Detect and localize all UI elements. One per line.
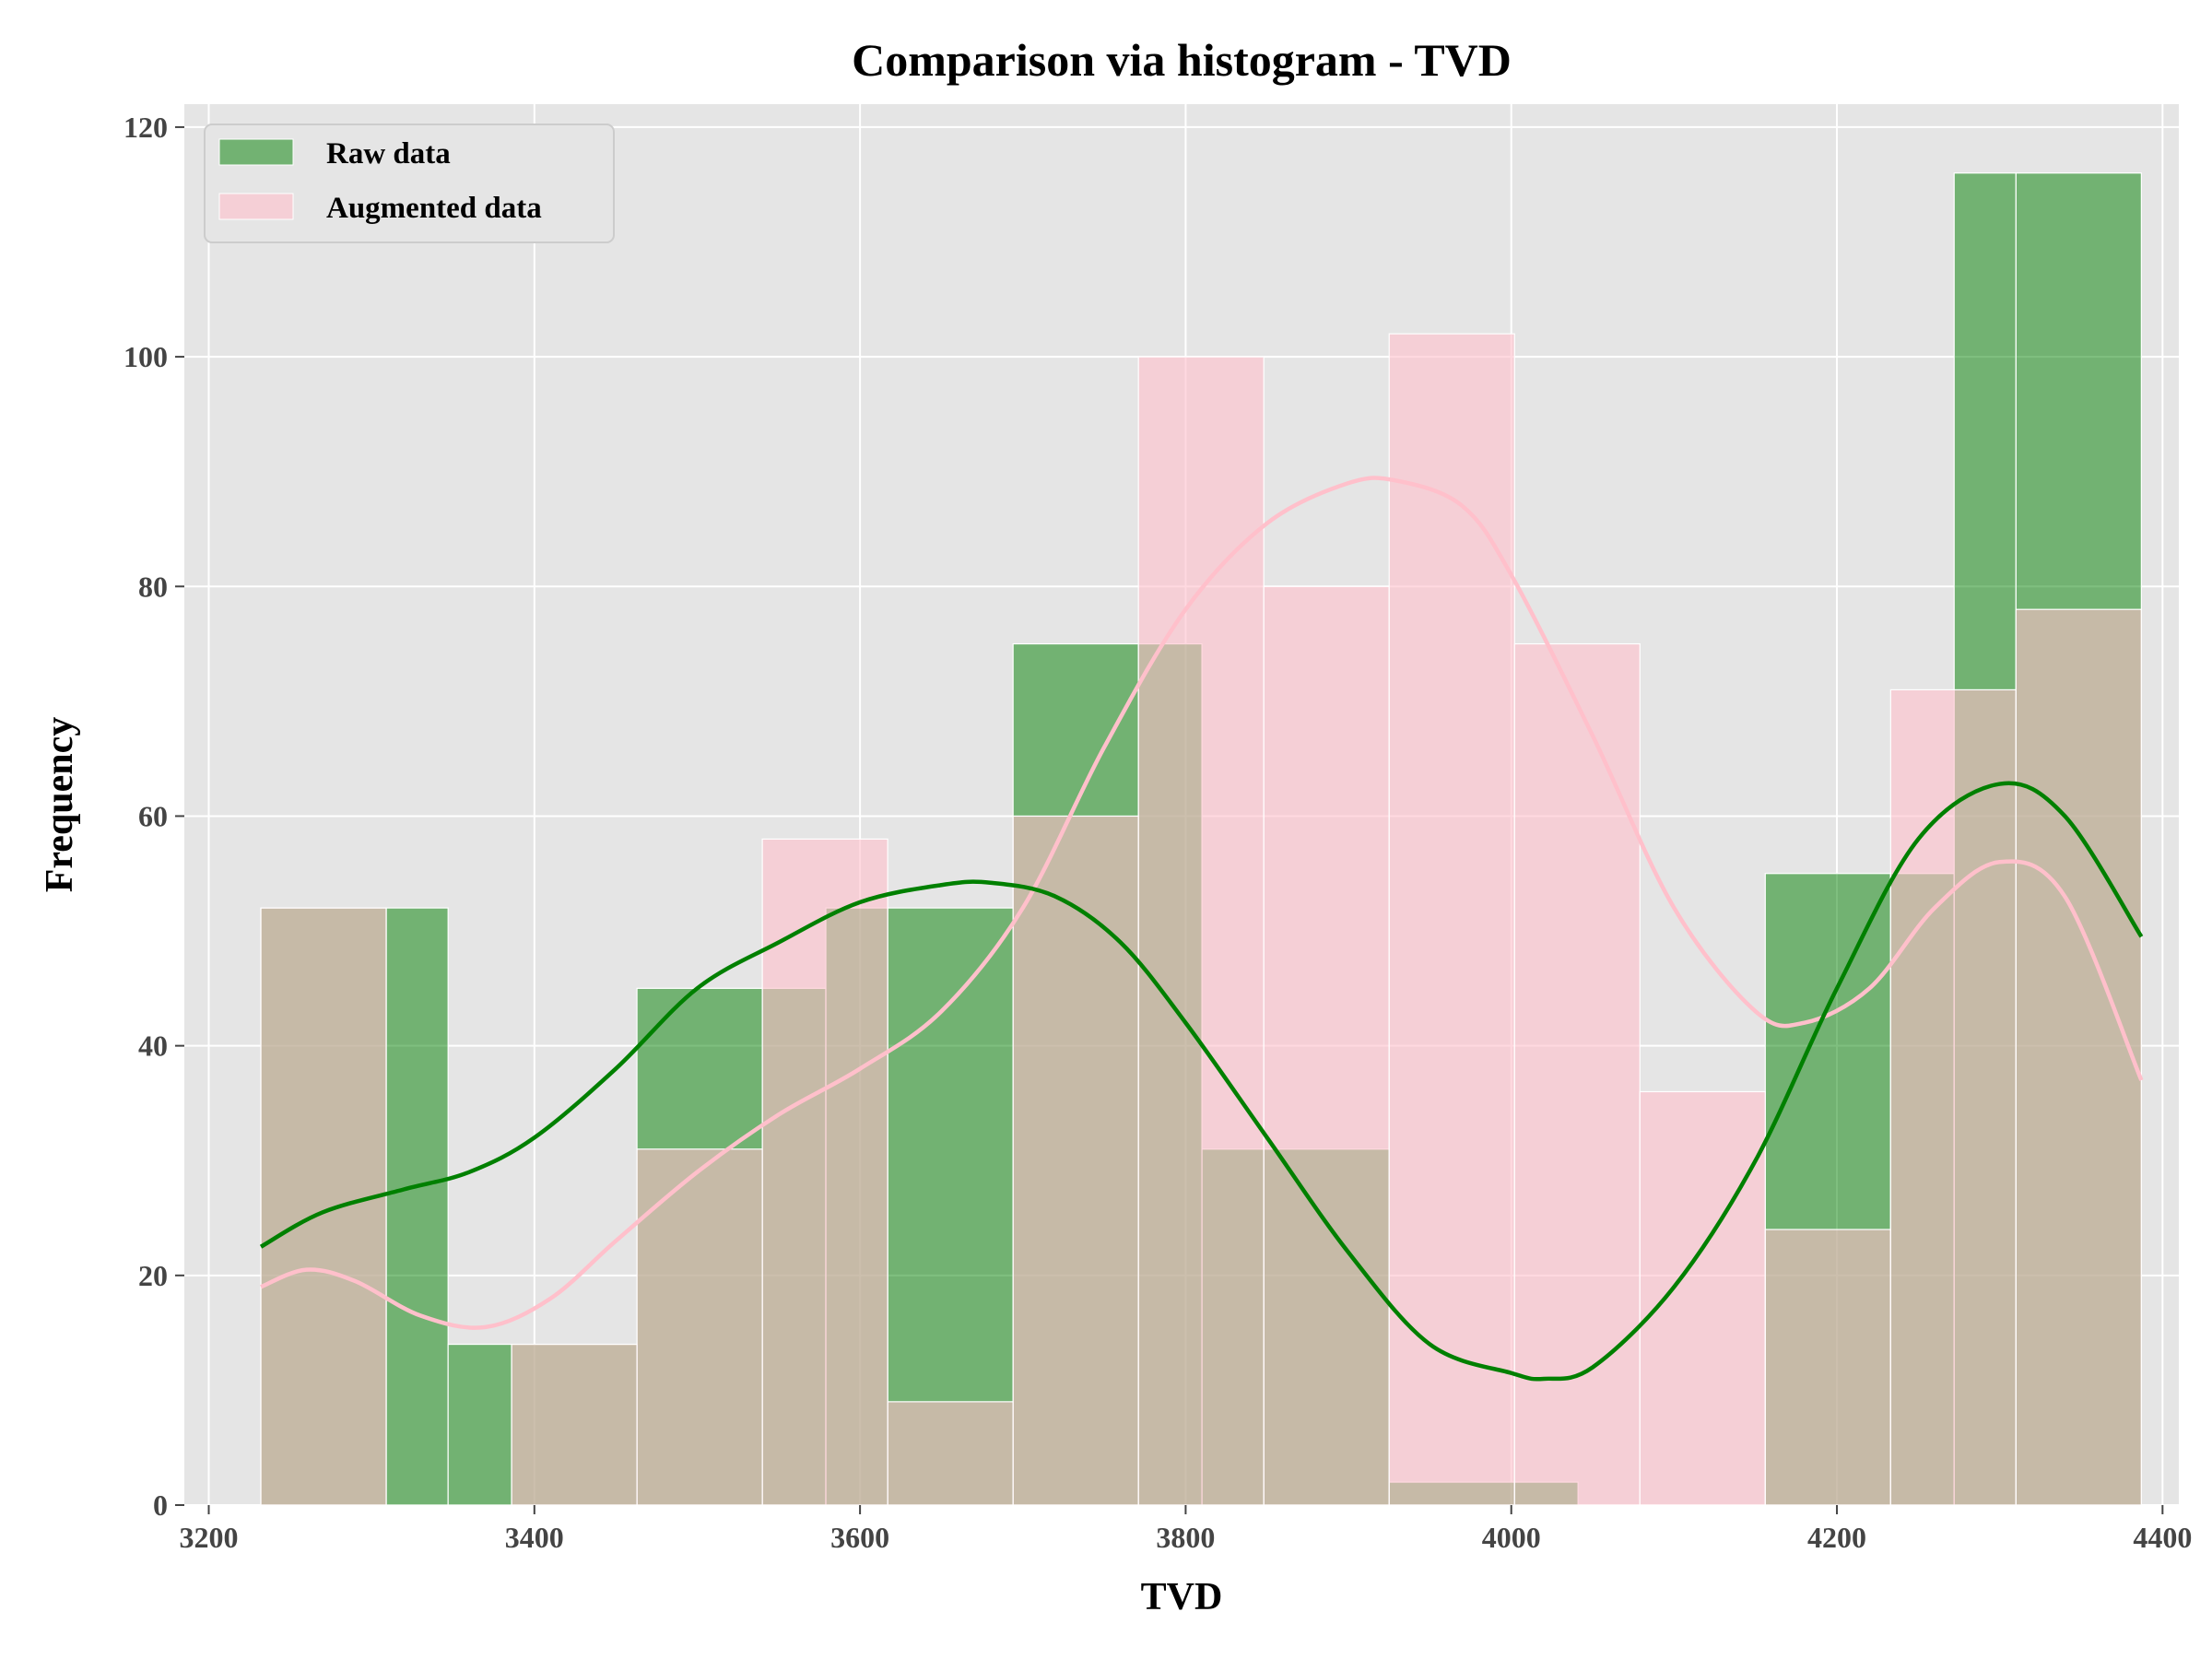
y-tick-label: 0 [153,1488,168,1522]
augmented-data-bar [2015,608,2142,1506]
y-tick-label: 120 [124,111,168,144]
x-tick-label: 3800 [1156,1521,1215,1554]
x-tick-label: 4200 [1807,1521,1866,1554]
augmented-data-bar [1889,688,2017,1506]
y-axis-title: Frequency [39,717,81,893]
augmented-data-bar [1513,642,1641,1506]
kde-curves [259,476,2144,1382]
augmented-data-bar [260,907,387,1506]
raw-data-bar [385,907,449,1506]
legend-box [204,124,615,243]
legend-swatch-augmented [218,193,294,220]
augmented-data-bar [1137,356,1265,1506]
augmented-data-bar [1012,815,1139,1506]
axes: 3200 3400 3600 3800 4000 4200 4400 0 20 40 60 80 100… [124,111,2192,1554]
augmented-data-kde-line [260,476,2144,1330]
augmented-data-bar [761,838,888,1506]
augmented-data-bars [260,333,2142,1506]
y-tick-label: 100 [124,340,168,373]
x-tick-label: 3200 [179,1521,238,1554]
x-tick-label: 4000 [1482,1521,1541,1554]
augmented-data-bar [887,1401,1014,1506]
augmented-data-bar [511,1343,638,1506]
augmented-data-bar [1263,585,1390,1506]
augmented-data-bar [1639,1090,1766,1506]
y-tick-label: 20 [138,1259,168,1292]
y-tick-label: 40 [138,1030,168,1063]
augmented-data-bar [1764,1229,1891,1506]
chart-title: Comparison via histogram - TVD [852,34,1512,86]
augmented-data-bar [636,1148,763,1506]
raw-data-bar [447,1343,512,1506]
x-tick-label: 3600 [830,1521,889,1554]
x-axis-title: TVD [1141,1576,1223,1618]
x-tick-label: 4400 [2133,1521,2192,1554]
x-tick-label: 3400 [505,1521,564,1554]
y-tick-label: 60 [138,799,168,832]
raw-data-kde-line [259,781,2144,1382]
legend: Raw data Augmented data [204,124,615,243]
legend-label-augmented: Augmented data [326,192,542,225]
augmented-data-bar [1388,333,1515,1506]
legend-label-raw: Raw data [326,137,451,171]
legend-swatch-raw [218,138,294,166]
y-tick-label: 80 [138,570,168,603]
